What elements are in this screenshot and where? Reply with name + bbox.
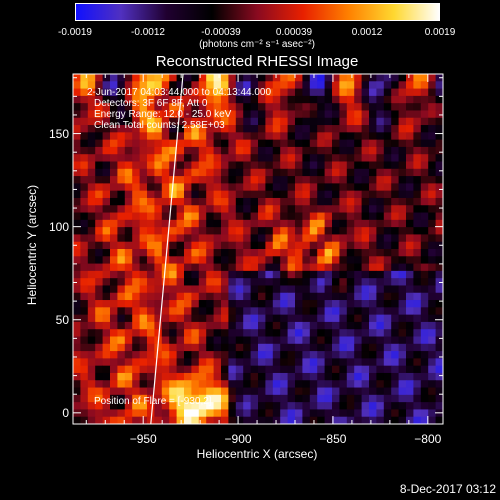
annotation-line: Position of Flare = [-930,2] (94, 396, 212, 407)
plot-frame (72, 73, 444, 425)
x-tick-label: −900 (224, 432, 252, 446)
chart-title: Reconstructed RHESSI Image (155, 53, 359, 70)
x-tick-label: −950 (129, 432, 157, 446)
annotation-line: 2-Jun-2017 04:03:44.000 to 04:13:44.000 (87, 87, 272, 98)
x-tick-label: −800 (414, 432, 442, 446)
timestamp-footer: 8-Dec-2017 03:12 (399, 482, 496, 496)
colorbar (75, 3, 440, 21)
y-axis-label: Heliocentric Y (arcsec) (25, 184, 39, 306)
colorbar-tick-label: -0.00039 (201, 27, 241, 38)
colorbar-tick-label: 0.0012 (351, 27, 383, 38)
colorbar-tick-label: 0.0019 (424, 27, 456, 38)
annotation-line: Detectors: 3F 6F 8F, Att 0 (94, 98, 208, 109)
annotation-line: Clean Total counts: 2.58E+03 (94, 120, 225, 131)
y-tick-label: 0 (62, 405, 69, 420)
y-tick-label: 150 (48, 126, 69, 141)
y-tick-label: 50 (55, 312, 69, 327)
x-tick-label: −850 (319, 432, 347, 446)
y-tick-label: 100 (48, 219, 69, 234)
colorbar-tick-label: -0.0019 (58, 27, 92, 38)
x-axis-label: Heliocentric X (arcsec) (196, 447, 318, 461)
colorbar-unit-label: (photons cm⁻² s⁻¹ asec⁻²) (199, 39, 315, 50)
annotation-line: Energy Range: 12.0 - 25.0 keV (94, 109, 232, 120)
heatmap-pixels (73, 74, 444, 425)
limb-line (150, 73, 184, 425)
colorbar-tick-label: 0.00039 (275, 27, 313, 38)
colorbar-tick-label: -0.0012 (131, 27, 165, 38)
